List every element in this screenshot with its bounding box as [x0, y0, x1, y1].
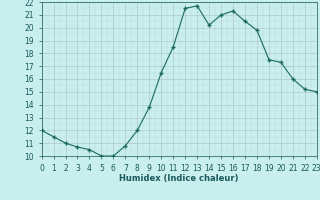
X-axis label: Humidex (Indice chaleur): Humidex (Indice chaleur): [119, 174, 239, 183]
